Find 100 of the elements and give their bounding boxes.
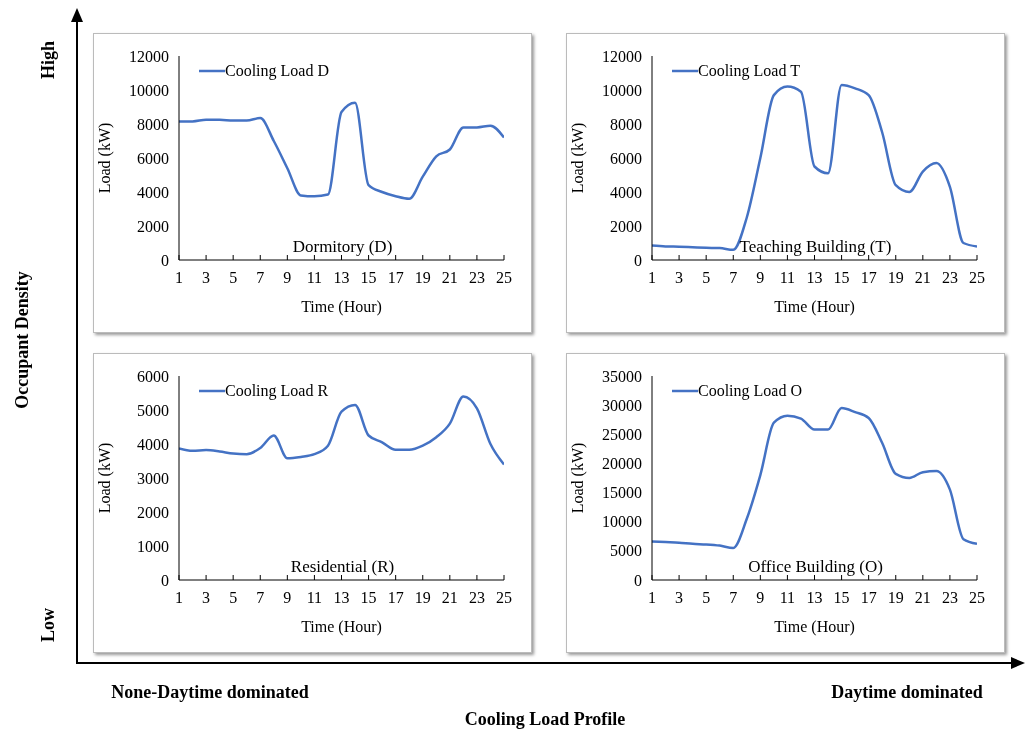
text: None-Daytime dominated [111,681,309,703]
x-tick-label: 3 [675,589,684,607]
x-tick-label: 1 [648,589,656,607]
x-tick-label: 23 [941,589,958,607]
y-tick-label: 0 [161,571,169,589]
x-tick-label: 25 [496,589,512,607]
y-tick-label: 20000 [602,454,642,472]
y-tick-label: 6000 [610,149,642,167]
y-tick-label: 3000 [137,469,169,487]
x-tick-label: 5 [229,269,238,287]
y-tick-label: 12000 [129,47,169,65]
x-tick-label: 15 [833,589,850,607]
x-tick-label: 11 [306,269,323,287]
text: Low [37,607,59,643]
y-tick-label: 5000 [610,542,642,560]
x-tick-label: 23 [468,269,485,287]
x-tick-label: 25 [969,269,985,287]
x-axis-title: Time (Hour) [774,618,855,636]
y-tick-label: 2000 [137,503,169,521]
x-tick-label: 7 [256,269,265,287]
x-tick-label: 15 [360,269,377,287]
x-tick-label: 7 [256,589,265,607]
line-series [179,101,504,201]
x-tick-label: 9 [756,589,765,607]
x-tick-label: 9 [283,269,292,287]
legend-label: Cooling Load D [225,62,329,80]
y-tick-label: 35000 [602,367,642,385]
x-axis-title: Time (Hour) [774,298,855,316]
text: Cooling Load Profile [464,708,626,730]
y-tick-label: 8000 [610,115,642,133]
y-tick-label: 8000 [137,115,169,133]
x-axis-title: Time (Hour) [301,298,382,316]
x-tick-label: 13 [333,589,350,607]
x-tick-label: 21 [914,269,931,287]
y-tick-label: 30000 [602,396,642,414]
x-tick-label: 13 [806,269,823,287]
x-tick-label: 17 [860,269,877,287]
x-tick-label: 5 [229,589,238,607]
y-tick-label: 4000 [137,435,169,453]
x-tick-label: 1 [648,269,656,287]
x-tick-label: 15 [833,269,850,287]
y-axis-title: Load (kW) [95,442,114,514]
x-tick-label: 17 [387,269,404,287]
x-tick-label: 7 [729,269,738,287]
x-tick-label: 23 [941,269,958,287]
y-tick-label: 1000 [137,537,169,555]
text: Daytime dominated [831,681,983,703]
x-tick-label: 11 [779,269,796,287]
y-axis-title: Load (kW) [568,442,587,514]
text: Occupant Density [11,271,33,409]
x-tick-label: 13 [333,269,350,287]
x-tick-label: 1 [175,589,183,607]
x-tick-label: 1 [175,269,183,287]
y-tick-label: 25000 [602,425,642,443]
x-tick-label: 19 [887,589,904,607]
y-tick-label: 15000 [602,484,642,502]
y-tick-label: 0 [634,571,642,589]
line-series [652,406,977,550]
x-tick-label: 19 [414,589,431,607]
legend-label: Cooling Load T [698,62,800,80]
y-tick-label: 5000 [137,401,169,419]
x-tick-label: 13 [806,589,823,607]
x-axis-title: Time (Hour) [301,618,382,636]
y-tick-label: 10000 [602,81,642,99]
x-tick-label: 9 [756,269,765,287]
x-tick-label: 5 [702,589,711,607]
annotation: Dormitory (D) [291,237,394,257]
x-tick-label: 17 [387,589,404,607]
y-tick-label: 6000 [137,149,169,167]
x-tick-label: 15 [360,589,377,607]
y-tick-label: 12000 [602,47,642,65]
y-tick-label: 0 [634,251,642,269]
annotation: Teaching Building (T) [738,237,893,257]
x-tick-label: 3 [675,269,684,287]
text: High [37,40,59,80]
y-tick-label: 2000 [610,217,642,235]
x-tick-label: 17 [860,589,877,607]
x-tick-label: 11 [779,589,796,607]
x-tick-label: 21 [441,269,458,287]
y-axis-title: Load (kW) [568,122,587,194]
x-tick-label: 5 [702,269,711,287]
x-tick-label: 25 [969,589,985,607]
x-tick-label: 25 [496,269,512,287]
y-axis-title: Load (kW) [95,122,114,194]
x-tick-label: 19 [414,269,431,287]
x-tick-label: 3 [202,589,211,607]
annotation: Residential (R) [289,557,396,577]
y-tick-label: 4000 [137,183,169,201]
y-tick-label: 4000 [610,183,642,201]
y-tick-label: 10000 [129,81,169,99]
annotation: Office Building (O) [747,557,884,577]
x-tick-label: 3 [202,269,211,287]
y-tick-label: 6000 [137,367,169,385]
y-tick-label: 0 [161,251,169,269]
legend-label: Cooling Load O [698,382,802,400]
x-tick-label: 21 [914,589,931,607]
x-tick-label: 23 [468,589,485,607]
x-tick-label: 21 [441,589,458,607]
x-tick-label: 9 [283,589,292,607]
legend-label: Cooling Load R [225,382,329,400]
